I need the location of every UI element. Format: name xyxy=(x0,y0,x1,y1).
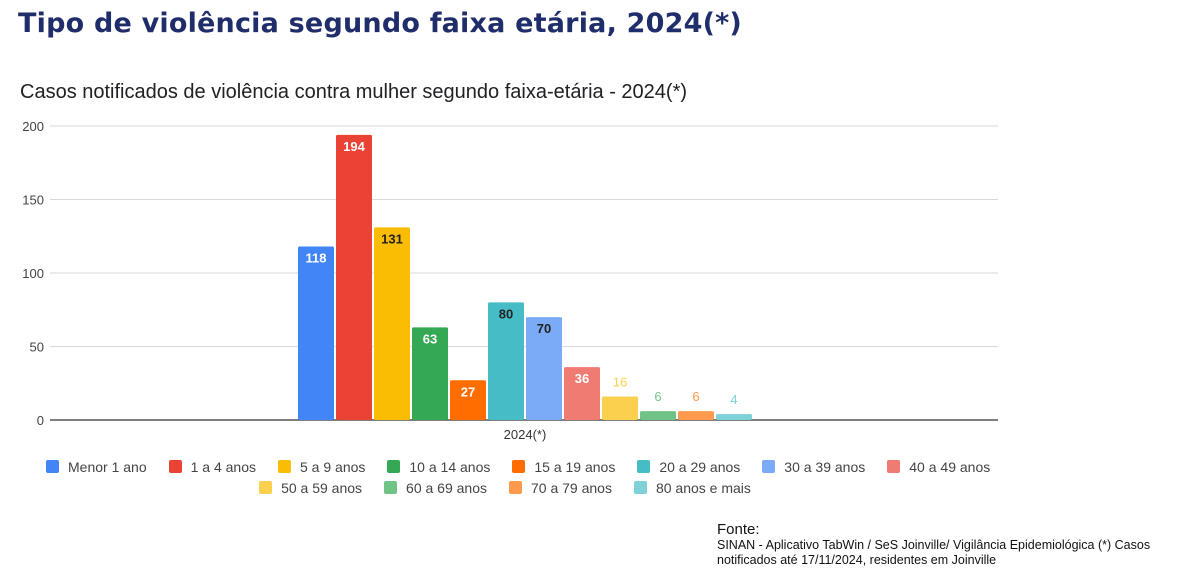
source-note: Fonte: SINAN - Aplicativo TabWin / SeS J… xyxy=(717,521,1197,568)
data-label: 118 xyxy=(306,251,327,266)
chart-title: Casos notificados de violência contra mu… xyxy=(20,81,688,103)
legend-swatch xyxy=(887,460,901,473)
legend-row: 50 a 59 anos 60 a 69 anos 70 a 79 anos 80 a… xyxy=(46,477,986,498)
legend-swatch xyxy=(762,460,776,473)
bar xyxy=(640,411,676,420)
bar-chart: 0 50 100 150 200 118 194 131 63 27 80 70 36 16 6 6 4 20… xyxy=(22,119,998,442)
legend-item: 15 a 19 anos xyxy=(512,459,615,475)
legend-item: 50 a 59 anos xyxy=(259,480,362,496)
bar xyxy=(602,396,638,420)
legend-label: 20 a 29 anos xyxy=(659,458,741,475)
data-label: 27 xyxy=(461,384,475,399)
y-tick-label: 0 xyxy=(37,413,44,428)
legend-item: 40 a 49 anos xyxy=(887,459,990,475)
data-label: 63 xyxy=(423,331,437,346)
legend-swatch xyxy=(387,460,401,473)
legend-item: 60 a 69 anos xyxy=(384,480,487,496)
y-tick-label: 150 xyxy=(22,193,44,208)
bar xyxy=(298,246,334,420)
legend-item: 20 a 29 anos xyxy=(637,459,740,475)
legend-swatch xyxy=(637,460,651,473)
source-label: Fonte: xyxy=(717,521,760,538)
legend-item: 10 a 14 anos xyxy=(387,459,490,475)
bar xyxy=(678,411,714,420)
legend-item: 5 a 9 anos xyxy=(278,459,365,475)
bar xyxy=(336,134,372,420)
legend-item: 1 a 4 anos xyxy=(168,458,256,475)
legend-label: 5 a 9 anos xyxy=(300,458,366,475)
legend-swatch xyxy=(46,460,59,473)
data-label: 6 xyxy=(692,389,699,404)
legend-row: Menor 1 ano 1 a 4 anos 5 a 9 anos 10 a 14 a… xyxy=(46,456,990,477)
data-label: 131 xyxy=(381,231,403,246)
bar xyxy=(412,327,448,420)
legend-swatch xyxy=(384,481,398,494)
legend-label: 50 a 59 anos xyxy=(281,479,363,496)
y-tick-label: 50 xyxy=(30,340,44,355)
legend-label: 40 a 49 anos xyxy=(909,458,991,475)
bar xyxy=(716,414,752,420)
legend: Menor 1 ano 1 a 4 anos 5 a 9 anos 10 a 14 a… xyxy=(46,456,990,498)
y-tick-label: 100 xyxy=(22,266,44,281)
legend-swatch xyxy=(509,481,522,494)
data-label: 70 xyxy=(537,321,551,336)
legend-label: 1 a 4 anos xyxy=(190,458,256,475)
data-labels: 118 194 131 63 27 80 70 36 16 6 6 4 xyxy=(306,139,738,407)
legend-swatch xyxy=(168,460,182,473)
legend-item: 80 anos e mais xyxy=(633,479,751,496)
x-category-label: 2024(*) xyxy=(504,427,547,442)
legend-item: Menor 1 ano xyxy=(46,459,147,475)
data-label: 4 xyxy=(730,392,737,407)
y-axis-ticks: 0 50 100 150 200 xyxy=(22,119,44,428)
y-tick-label: 200 xyxy=(22,119,44,134)
bar xyxy=(450,380,486,420)
legend-label: 70 a 79 anos xyxy=(531,479,612,496)
bar xyxy=(488,302,524,420)
legend-label: 15 a 19 anos xyxy=(534,458,616,475)
data-label: 194 xyxy=(343,139,365,154)
legend-item: 30 a 39 anos xyxy=(762,459,865,475)
legend-label: 30 a 39 anos xyxy=(784,458,866,475)
legend-swatch xyxy=(259,481,273,494)
legend-label: 10 a 14 anos xyxy=(409,458,491,475)
bar xyxy=(374,227,410,420)
legend-label: 80 anos e mais xyxy=(655,479,751,496)
legend-label: Menor 1 ano xyxy=(68,458,147,475)
data-label: 16 xyxy=(613,374,627,389)
legend-swatch xyxy=(512,460,526,473)
data-label: 6 xyxy=(654,389,661,404)
bars xyxy=(298,134,752,420)
data-label: 80 xyxy=(499,306,513,321)
page-title: Tipo de violência segundo faixa etária, … xyxy=(18,8,742,39)
source-text: SINAN - Aplicativo TabWin / SeS Joinvill… xyxy=(717,538,1151,567)
data-label: 36 xyxy=(575,371,589,386)
bar xyxy=(564,367,600,420)
gridlines xyxy=(50,125,998,421)
legend-item: 70 a 79 anos xyxy=(509,480,612,496)
bar xyxy=(526,317,562,420)
legend-label: 60 a 69 anos xyxy=(406,479,487,496)
legend-swatch xyxy=(633,481,647,494)
legend-swatch xyxy=(278,460,291,473)
